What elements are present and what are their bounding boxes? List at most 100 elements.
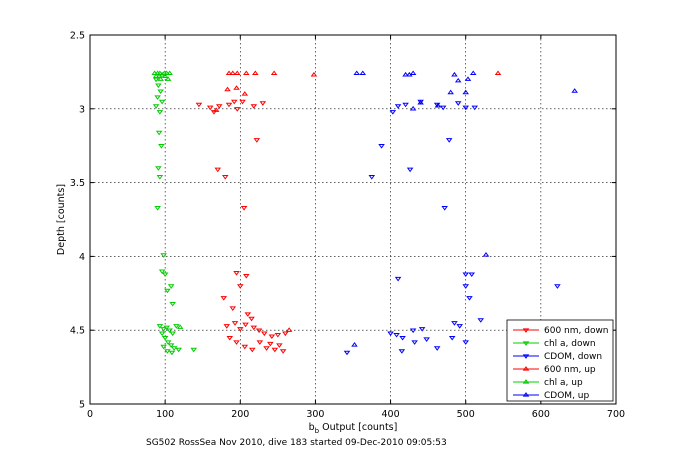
data-point [399, 335, 406, 341]
data-point [409, 105, 417, 111]
data-point [225, 102, 233, 108]
data-point [243, 273, 250, 279]
data-point [469, 70, 477, 76]
data-point [471, 105, 479, 111]
data-point [249, 347, 256, 353]
data-point [439, 105, 447, 111]
data-point [417, 99, 424, 105]
data-point [226, 335, 234, 341]
data-point [160, 344, 167, 350]
data-point [231, 321, 239, 326]
data-point [462, 105, 469, 111]
data-point [270, 70, 278, 76]
data-point [195, 102, 203, 108]
data-point [154, 95, 161, 100]
x-tick-label: 300 [306, 409, 324, 420]
y-tick-label: 3.5 [70, 178, 85, 189]
data-point [445, 138, 453, 143]
data-point [206, 105, 214, 111]
data-point [225, 70, 233, 76]
data-point [282, 331, 289, 337]
series-1 [152, 77, 197, 356]
x-tick-label: 600 [532, 409, 550, 420]
data-point [223, 324, 231, 329]
data-point [166, 70, 173, 76]
data-point [554, 284, 561, 289]
x-tick-label: 0 [87, 409, 93, 420]
data-point [220, 296, 228, 301]
data-point [158, 269, 166, 275]
legend: 600 nm, down chl a, down CDOM, down 600 nm,… [506, 319, 614, 402]
data-point [242, 322, 249, 328]
data-point [368, 175, 376, 180]
data-point [215, 104, 223, 109]
y-axis: 2.5 3 3.5 4 4.5 5 [70, 31, 616, 411]
data-point [263, 346, 270, 351]
data-point [190, 347, 197, 353]
data-point [234, 70, 241, 76]
data-point [240, 206, 248, 211]
x-tick-label: 500 [457, 409, 475, 420]
data-point [164, 349, 171, 354]
data-point [462, 284, 469, 289]
data-point [402, 102, 409, 108]
data-point [250, 325, 258, 331]
data-point [256, 340, 264, 345]
x-axis-label: bb Output [counts] [309, 422, 398, 435]
series-2 [343, 99, 561, 356]
data-point [310, 71, 318, 77]
data-point [243, 70, 250, 76]
footer-caption: SG502 RossSea Nov 2010, dive 183 started… [146, 438, 447, 448]
data-point [482, 251, 490, 257]
data-point [343, 350, 351, 356]
legend-marker [522, 379, 530, 384]
x-tick-label: 400 [382, 409, 400, 420]
data-point [239, 99, 246, 105]
data-point [468, 272, 475, 278]
legend-marker [522, 328, 530, 333]
data-point [464, 76, 472, 81]
legend-entry-label: 600 nm, down [544, 326, 609, 336]
data-point [229, 70, 237, 76]
data-point [378, 144, 385, 149]
y-axis-label: Depth [counts] [56, 184, 67, 255]
data-point [259, 101, 267, 106]
data-point [152, 73, 160, 78]
data-point [164, 76, 172, 81]
data-point [164, 340, 172, 345]
data-point [167, 284, 175, 289]
y-tick-label: 4.5 [70, 326, 85, 337]
data-point [268, 334, 276, 340]
data-point [394, 276, 402, 282]
data-point [244, 312, 252, 317]
data-point [241, 344, 249, 350]
data-point [274, 332, 282, 338]
data-point [157, 76, 164, 81]
data-point [155, 130, 163, 136]
data-point [285, 327, 293, 332]
data-point [271, 347, 279, 353]
data-point [494, 70, 502, 76]
data-point [176, 324, 184, 329]
data-point [402, 71, 409, 77]
legend-marker [522, 392, 530, 397]
data-point [434, 102, 442, 108]
data-points [151, 70, 578, 356]
data-point [158, 331, 166, 337]
data-point [229, 306, 237, 311]
axes-box [89, 34, 617, 405]
data-point [170, 346, 178, 351]
data-point [167, 343, 175, 348]
data-point [152, 104, 160, 109]
data-point [168, 350, 176, 356]
grid [90, 35, 616, 404]
data-point [169, 331, 176, 337]
data-point [237, 284, 244, 289]
data-point [154, 206, 161, 211]
data-point [454, 77, 462, 83]
data-point [418, 327, 426, 332]
data-point [250, 104, 258, 109]
series-5 [351, 70, 578, 347]
legend-marker [522, 354, 530, 359]
y-tick-label: 4 [79, 252, 85, 263]
